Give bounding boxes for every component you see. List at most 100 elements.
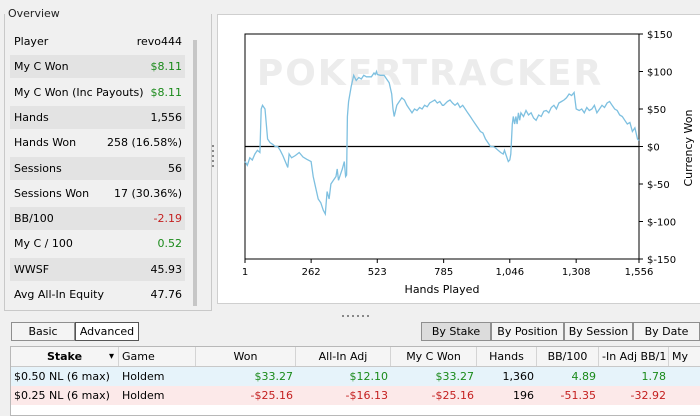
table-cell xyxy=(669,367,700,386)
stat-value: 45.93 xyxy=(150,262,183,276)
table-header: Stake ▾ Game Won All-In Adj My C Won Hands BB/… xyxy=(11,347,700,367)
stat-value: $8.11 xyxy=(150,60,183,74)
x-tick-label: 785 xyxy=(434,267,453,278)
stat-label: Player xyxy=(14,35,49,48)
chart-panel: POKERTRACKER $150 $100 $50 $0 $-50 $-100 $-150… xyxy=(217,14,700,304)
x-tick-label: 1 xyxy=(242,267,248,278)
stat-row: Sessions 56 xyxy=(10,156,185,180)
table-row[interactable]: $0.25 NL (6 max) Holdem -$25.16 -$16.13 -$25… xyxy=(11,386,700,405)
table-cell: 1,360 xyxy=(502,370,535,383)
x-tick-label: 1,308 xyxy=(562,267,591,278)
stats-table: Stake ▾ Game Won All-In Adj My C Won Hands BB/… xyxy=(10,346,700,416)
stat-value: revo444 xyxy=(136,35,182,48)
column-header-label: Game xyxy=(122,350,155,363)
overview-scrollbar[interactable] xyxy=(193,40,197,306)
by-position-tab[interactable]: By Position xyxy=(491,322,564,341)
stat-row: Hands 1,556 xyxy=(10,105,185,129)
stat-row: Player revo444 xyxy=(10,30,185,53)
stat-row: My C / 100 0.52 xyxy=(10,232,185,255)
column-header-label: My C Won xyxy=(406,350,461,363)
y-tick-label: $100 xyxy=(647,68,672,79)
stat-row: Avg All-In Equity 47.76 xyxy=(10,283,185,306)
stat-row: My C Won (Inc Payouts) $8.11 xyxy=(10,81,185,104)
table-cell: $12.10 xyxy=(349,370,389,383)
column-header-label: Stake xyxy=(46,350,83,363)
x-tick-label: 262 xyxy=(302,267,321,278)
by-stake-tab[interactable]: By Stake xyxy=(421,322,491,341)
stat-value: 17 (30.36%) xyxy=(113,186,182,200)
column-header[interactable]: -In Adj BB/1 xyxy=(599,347,669,366)
stat-row: Sessions Won 17 (30.36%) xyxy=(10,182,185,205)
stat-label: WWSF xyxy=(14,262,50,276)
stat-label: My C / 100 xyxy=(14,237,73,251)
stat-label: Avg All-In Equity xyxy=(14,288,104,301)
stat-row: Hands Won 258 (16.58%) xyxy=(10,131,185,154)
stat-label: Sessions xyxy=(14,161,62,175)
table-cell: $33.27 xyxy=(254,370,294,383)
overview-title: Overview xyxy=(8,7,60,20)
table-cell: -$16.13 xyxy=(345,389,388,402)
table-cell: -$25.16 xyxy=(431,389,474,402)
stat-label: My C Won (Inc Payouts) xyxy=(14,85,144,99)
table-row[interactable]: $0.50 NL (6 max) Holdem $33.27 $12.10 $33.27… xyxy=(11,367,700,386)
stat-value: -2.19 xyxy=(153,212,182,226)
y-tick-label: $0 xyxy=(647,143,660,154)
stat-row: BB/100 -2.19 xyxy=(10,207,185,231)
column-header[interactable]: My C Won xyxy=(391,347,477,366)
stat-value: $8.11 xyxy=(150,85,183,99)
stat-label: My C Won xyxy=(14,60,69,74)
table-cell: Holdem xyxy=(122,389,165,402)
table-cell: -32.92 xyxy=(630,389,666,402)
by-date-tab[interactable]: By Date xyxy=(633,322,700,341)
stat-label: Hands xyxy=(14,110,49,124)
table-cell: 196 xyxy=(513,389,534,402)
y-tick-label: $-150 xyxy=(647,255,676,266)
x-tick-label: 1,046 xyxy=(495,267,524,278)
basic-button[interactable]: Basic xyxy=(11,322,75,341)
column-header[interactable]: Stake ▾ xyxy=(11,347,119,366)
column-header[interactable]: BB/100 xyxy=(537,347,599,366)
horizontal-splitter[interactable] xyxy=(342,315,372,318)
table-cell: -51.35 xyxy=(560,389,596,402)
stat-row: My C Won $8.11 xyxy=(10,55,185,79)
table-cell: 1.78 xyxy=(641,370,667,383)
advanced-button[interactable]: Advanced xyxy=(75,322,139,341)
column-header[interactable]: Game xyxy=(119,347,196,366)
column-header-label: -In Adj BB/1 xyxy=(602,350,667,363)
x-tick-label: 1,556 xyxy=(625,267,654,278)
column-header-label: BB/100 xyxy=(547,350,588,363)
column-header-label: Won xyxy=(233,350,258,363)
y-tick-label: $-50 xyxy=(647,180,670,191)
by-session-tab[interactable]: By Session xyxy=(564,322,633,341)
y-tick-label: $150 xyxy=(647,30,672,41)
y-axis-label: Currency Won xyxy=(682,109,695,186)
stat-label: BB/100 xyxy=(14,212,54,226)
x-axis-label: Hands Played xyxy=(405,283,480,296)
table-cell xyxy=(669,386,700,405)
overview-panel xyxy=(4,14,212,311)
table-cell: $0.50 NL (6 max) xyxy=(14,370,110,383)
stat-value: 0.52 xyxy=(157,237,183,251)
column-header-label: All-In Adj xyxy=(318,350,368,363)
stat-value: 47.76 xyxy=(150,288,183,301)
column-header-label: My xyxy=(672,350,689,363)
table-cell: $0.25 NL (6 max) xyxy=(14,389,110,402)
stat-label: Hands Won xyxy=(14,136,77,150)
column-header[interactable]: Won xyxy=(196,347,296,366)
y-tick-label: $-100 xyxy=(647,218,676,229)
stat-value: 258 (16.58%) xyxy=(106,136,182,150)
stat-label: Sessions Won xyxy=(14,186,90,200)
pokertracker-watermark: POKERTRACKER xyxy=(257,53,603,94)
column-header[interactable]: My xyxy=(669,347,700,366)
x-tick-label: 523 xyxy=(368,267,387,278)
table-cell: 4.89 xyxy=(571,370,597,383)
vertical-splitter[interactable] xyxy=(211,145,215,170)
column-header-label: Hands xyxy=(489,350,524,363)
table-cell: -$25.16 xyxy=(250,389,293,402)
winnings-chart: POKERTRACKER $150 $100 $50 $0 $-50 $-100 $-150… xyxy=(242,30,695,296)
table-cell: $33.27 xyxy=(435,370,475,383)
column-header[interactable]: All-In Adj xyxy=(296,347,391,366)
column-header[interactable]: Hands xyxy=(477,347,537,366)
sort-desc-icon: ▾ xyxy=(108,351,114,362)
y-tick-label: $50 xyxy=(647,105,666,116)
